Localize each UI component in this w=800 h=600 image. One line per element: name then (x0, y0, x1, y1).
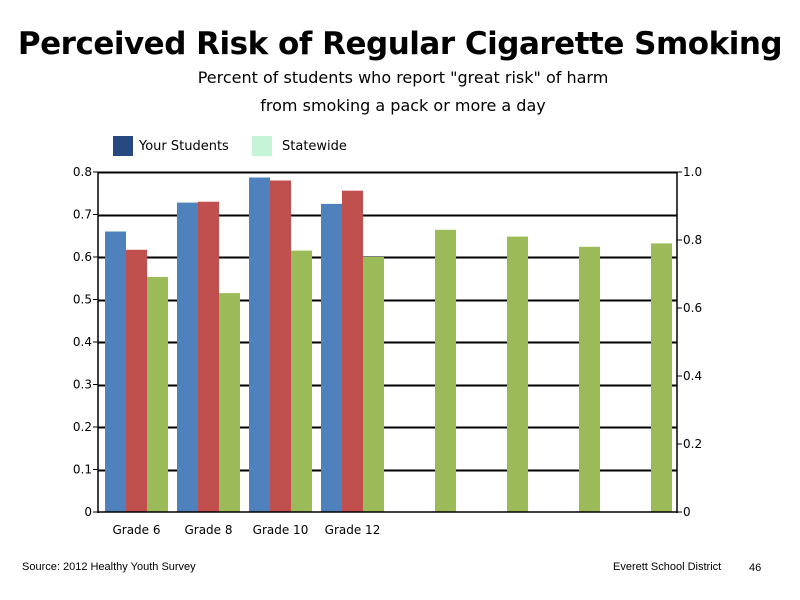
right-tick-label: 1.0 (683, 165, 702, 179)
left-tick-label: 0.7 (73, 208, 92, 222)
right-tick-label: 0.6 (683, 301, 702, 315)
bars (105, 177, 672, 513)
bar (219, 293, 240, 512)
category-label: Grade 12 (325, 523, 381, 537)
bar (198, 201, 219, 512)
category-label: Grade 10 (253, 523, 309, 537)
legend-swatch-your-students (113, 136, 133, 156)
bar (105, 231, 126, 512)
left-tick-label: 0.6 (73, 250, 92, 264)
right-tick-label: 0.2 (683, 437, 702, 451)
bar (651, 243, 672, 512)
left-tick-label: 0.2 (73, 420, 92, 434)
chart-title: Perceived Risk of Regular Cigarette Smok… (17, 26, 783, 62)
legend-item-statewide: Statewide (252, 135, 347, 157)
source-note: Source: 2012 Healthy Youth Survey (22, 561, 196, 573)
page-number: 46 (749, 562, 762, 574)
chart-subtitle-line-2: from smoking a pack or more a day (260, 96, 546, 115)
bar (249, 177, 270, 512)
bar (363, 257, 384, 512)
legend-swatch-statewide (252, 136, 272, 156)
legend-item-your-students: Your Students (113, 135, 229, 157)
legend-label-statewide: Statewide (282, 138, 347, 154)
left-tick-label: 0.3 (73, 378, 92, 392)
bar (126, 249, 147, 512)
bar (291, 250, 312, 512)
left-tick-label: 0.1 (73, 463, 92, 477)
bar (342, 190, 363, 512)
category-label: Grade 6 (112, 523, 160, 537)
bar (579, 246, 600, 513)
bar (270, 180, 291, 512)
bar (177, 202, 198, 512)
category-label: Grade 8 (184, 523, 232, 537)
left-tick-label: 0.5 (73, 293, 92, 307)
bar (147, 276, 168, 512)
category-labels: Grade 6 Grade 8 Grade 10 Grade 12 (112, 523, 380, 537)
right-tick-label: 0 (683, 505, 691, 519)
left-tick-label: 0 (84, 505, 92, 519)
chart-subtitle-line-1: Percent of students who report "great ri… (197, 68, 609, 87)
left-axis-ticks: 0 0.1 0.2 0.3 0.4 0.5 0.6 0.7 0.8 (73, 165, 98, 519)
bar (321, 203, 342, 512)
right-tick-label: 0.4 (683, 369, 702, 383)
district-name: Everett School District (613, 561, 722, 573)
left-tick-label: 0.8 (73, 165, 92, 179)
right-tick-label: 0.8 (683, 233, 702, 247)
right-axis-ticks: 0 0.2 0.4 0.6 0.8 1.0 (677, 165, 702, 519)
left-tick-label: 0.4 (73, 335, 92, 349)
bar (507, 236, 528, 512)
legend-label-your-students: Your Students (139, 138, 229, 154)
bar (435, 229, 456, 513)
